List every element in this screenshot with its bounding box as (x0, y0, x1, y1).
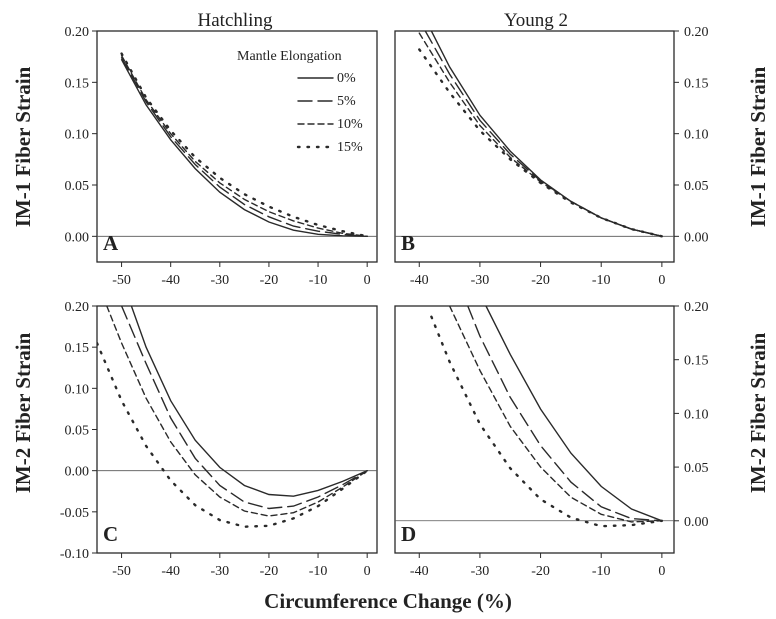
series-15pct (120, 52, 369, 238)
y-tick-label: 0.20 (65, 300, 90, 315)
y-tick-label: 0.05 (65, 424, 90, 439)
panel-letter: C (103, 522, 118, 546)
series-0pct (130, 306, 368, 497)
y-tick-label: 0.10 (684, 128, 709, 143)
x-tick-label: -20 (260, 273, 279, 288)
x-tick-label: -30 (210, 564, 229, 579)
y-tick-label: 0.20 (65, 25, 90, 40)
ylabel-right-top: IM-1 Fiber Strain (746, 66, 770, 227)
plot-frame (96, 305, 378, 554)
panel-d: -40 -30 -20 -10 0 0.00 0.05 0.10 0.15 0.20 D (394, 300, 709, 579)
series-15pct (418, 48, 664, 238)
x-tick-label: -20 (260, 564, 279, 579)
x-tick-label: -10 (309, 564, 328, 579)
series-5pct (120, 306, 368, 510)
series-10pct (120, 54, 368, 237)
y-tick-label: 0.15 (65, 341, 90, 356)
panel-a: -50 -40 -30 -20 -10 0 0.00 0.05 0.10 0.15 0.20 A (65, 25, 378, 288)
title-young2: Young 2 (504, 10, 568, 31)
series-15pct (97, 341, 369, 528)
series-5pct (120, 57, 368, 237)
y-tick-label: 0.05 (684, 179, 709, 194)
legend-item-label: 0% (337, 71, 356, 86)
x-tick-label: -40 (161, 564, 180, 579)
series-10pct (106, 306, 368, 517)
legend-title: Mantle Elongation (237, 49, 342, 64)
y-tick-label: 0.15 (65, 76, 90, 91)
y-tick-label: 0.10 (65, 382, 90, 397)
ylabel-left-bottom: IM-2 Fiber Strain (11, 332, 35, 493)
series-10pct (418, 32, 663, 237)
y-tick-label: 0.20 (684, 25, 709, 40)
panel-c: -50 -40 -30 -20 -10 0 -0.10 -0.05 0.00 0.05 0.10 0.… (60, 300, 378, 579)
x-tick-label: -40 (410, 564, 429, 579)
y-tick-label: 0.10 (684, 407, 709, 422)
y-tick-label: 0.00 (65, 230, 90, 245)
series-15pct (430, 315, 664, 528)
y-tick-label: 0.00 (684, 230, 709, 245)
x-tick-label: -50 (112, 564, 131, 579)
series-5pct (467, 306, 663, 522)
x-tick-label: -10 (592, 564, 611, 579)
y-tick-label: 0.10 (65, 128, 90, 143)
x-tick-label: -40 (410, 273, 429, 288)
panel-letter: B (401, 231, 415, 255)
x-tick-label: -10 (592, 273, 611, 288)
y-tick-label: -0.05 (60, 506, 89, 521)
plot-frame (394, 305, 675, 554)
y-tick-label: 0.15 (684, 76, 709, 91)
title-hatchling: Hatchling (198, 10, 273, 31)
x-tick-label: 0 (658, 564, 665, 579)
y-tick-label: 0.05 (65, 179, 90, 194)
x-tick-label: -20 (531, 273, 550, 288)
x-tick-label: -30 (210, 273, 229, 288)
x-tick-label: 0 (658, 273, 665, 288)
series-5pct (424, 31, 663, 237)
panel-letter: D (401, 522, 416, 546)
x-tick-label: -10 (309, 273, 328, 288)
y-tick-label: 0.00 (65, 465, 90, 480)
legend: Mantle Elongation 0% 5% 10% 15% (237, 49, 363, 155)
series-0pct (485, 306, 663, 522)
legend-item-label: 5% (337, 94, 356, 109)
x-tick-label: -30 (471, 564, 490, 579)
legend-item-label: 10% (337, 117, 363, 132)
x-tick-label: -40 (161, 273, 180, 288)
series-0pct (120, 59, 368, 237)
x-tick-label: -50 (112, 273, 131, 288)
legend-item-label: 15% (337, 140, 363, 155)
x-tick-label: -30 (471, 273, 490, 288)
ylabel-right-bottom: IM-2 Fiber Strain (746, 332, 770, 493)
series-10pct (448, 306, 663, 523)
x-tick-label: 0 (364, 273, 371, 288)
series-0pct (430, 31, 663, 237)
plot-frame (394, 30, 675, 263)
y-tick-label: 0.20 (684, 300, 709, 315)
panel-b: -40 -30 -20 -10 0 0.00 0.05 0.10 0.15 0.20 B (394, 25, 709, 288)
x-tick-label: 0 (364, 564, 371, 579)
x-axis-label: Circumference Change (%) (264, 589, 512, 613)
x-tick-label: -20 (531, 564, 550, 579)
y-tick-label: 0.05 (684, 461, 709, 476)
panel-letter: A (103, 231, 119, 255)
plot-frame (96, 30, 378, 263)
panels-layer: -50 -40 -30 -20 -10 0 0.00 0.05 0.10 0.15 0.20 A -40… (60, 25, 709, 579)
y-tick-label: 0.15 (684, 354, 709, 369)
y-tick-label: -0.10 (60, 547, 89, 562)
ylabel-left-top: IM-1 Fiber Strain (11, 66, 35, 227)
y-tick-label: 0.00 (684, 515, 709, 530)
